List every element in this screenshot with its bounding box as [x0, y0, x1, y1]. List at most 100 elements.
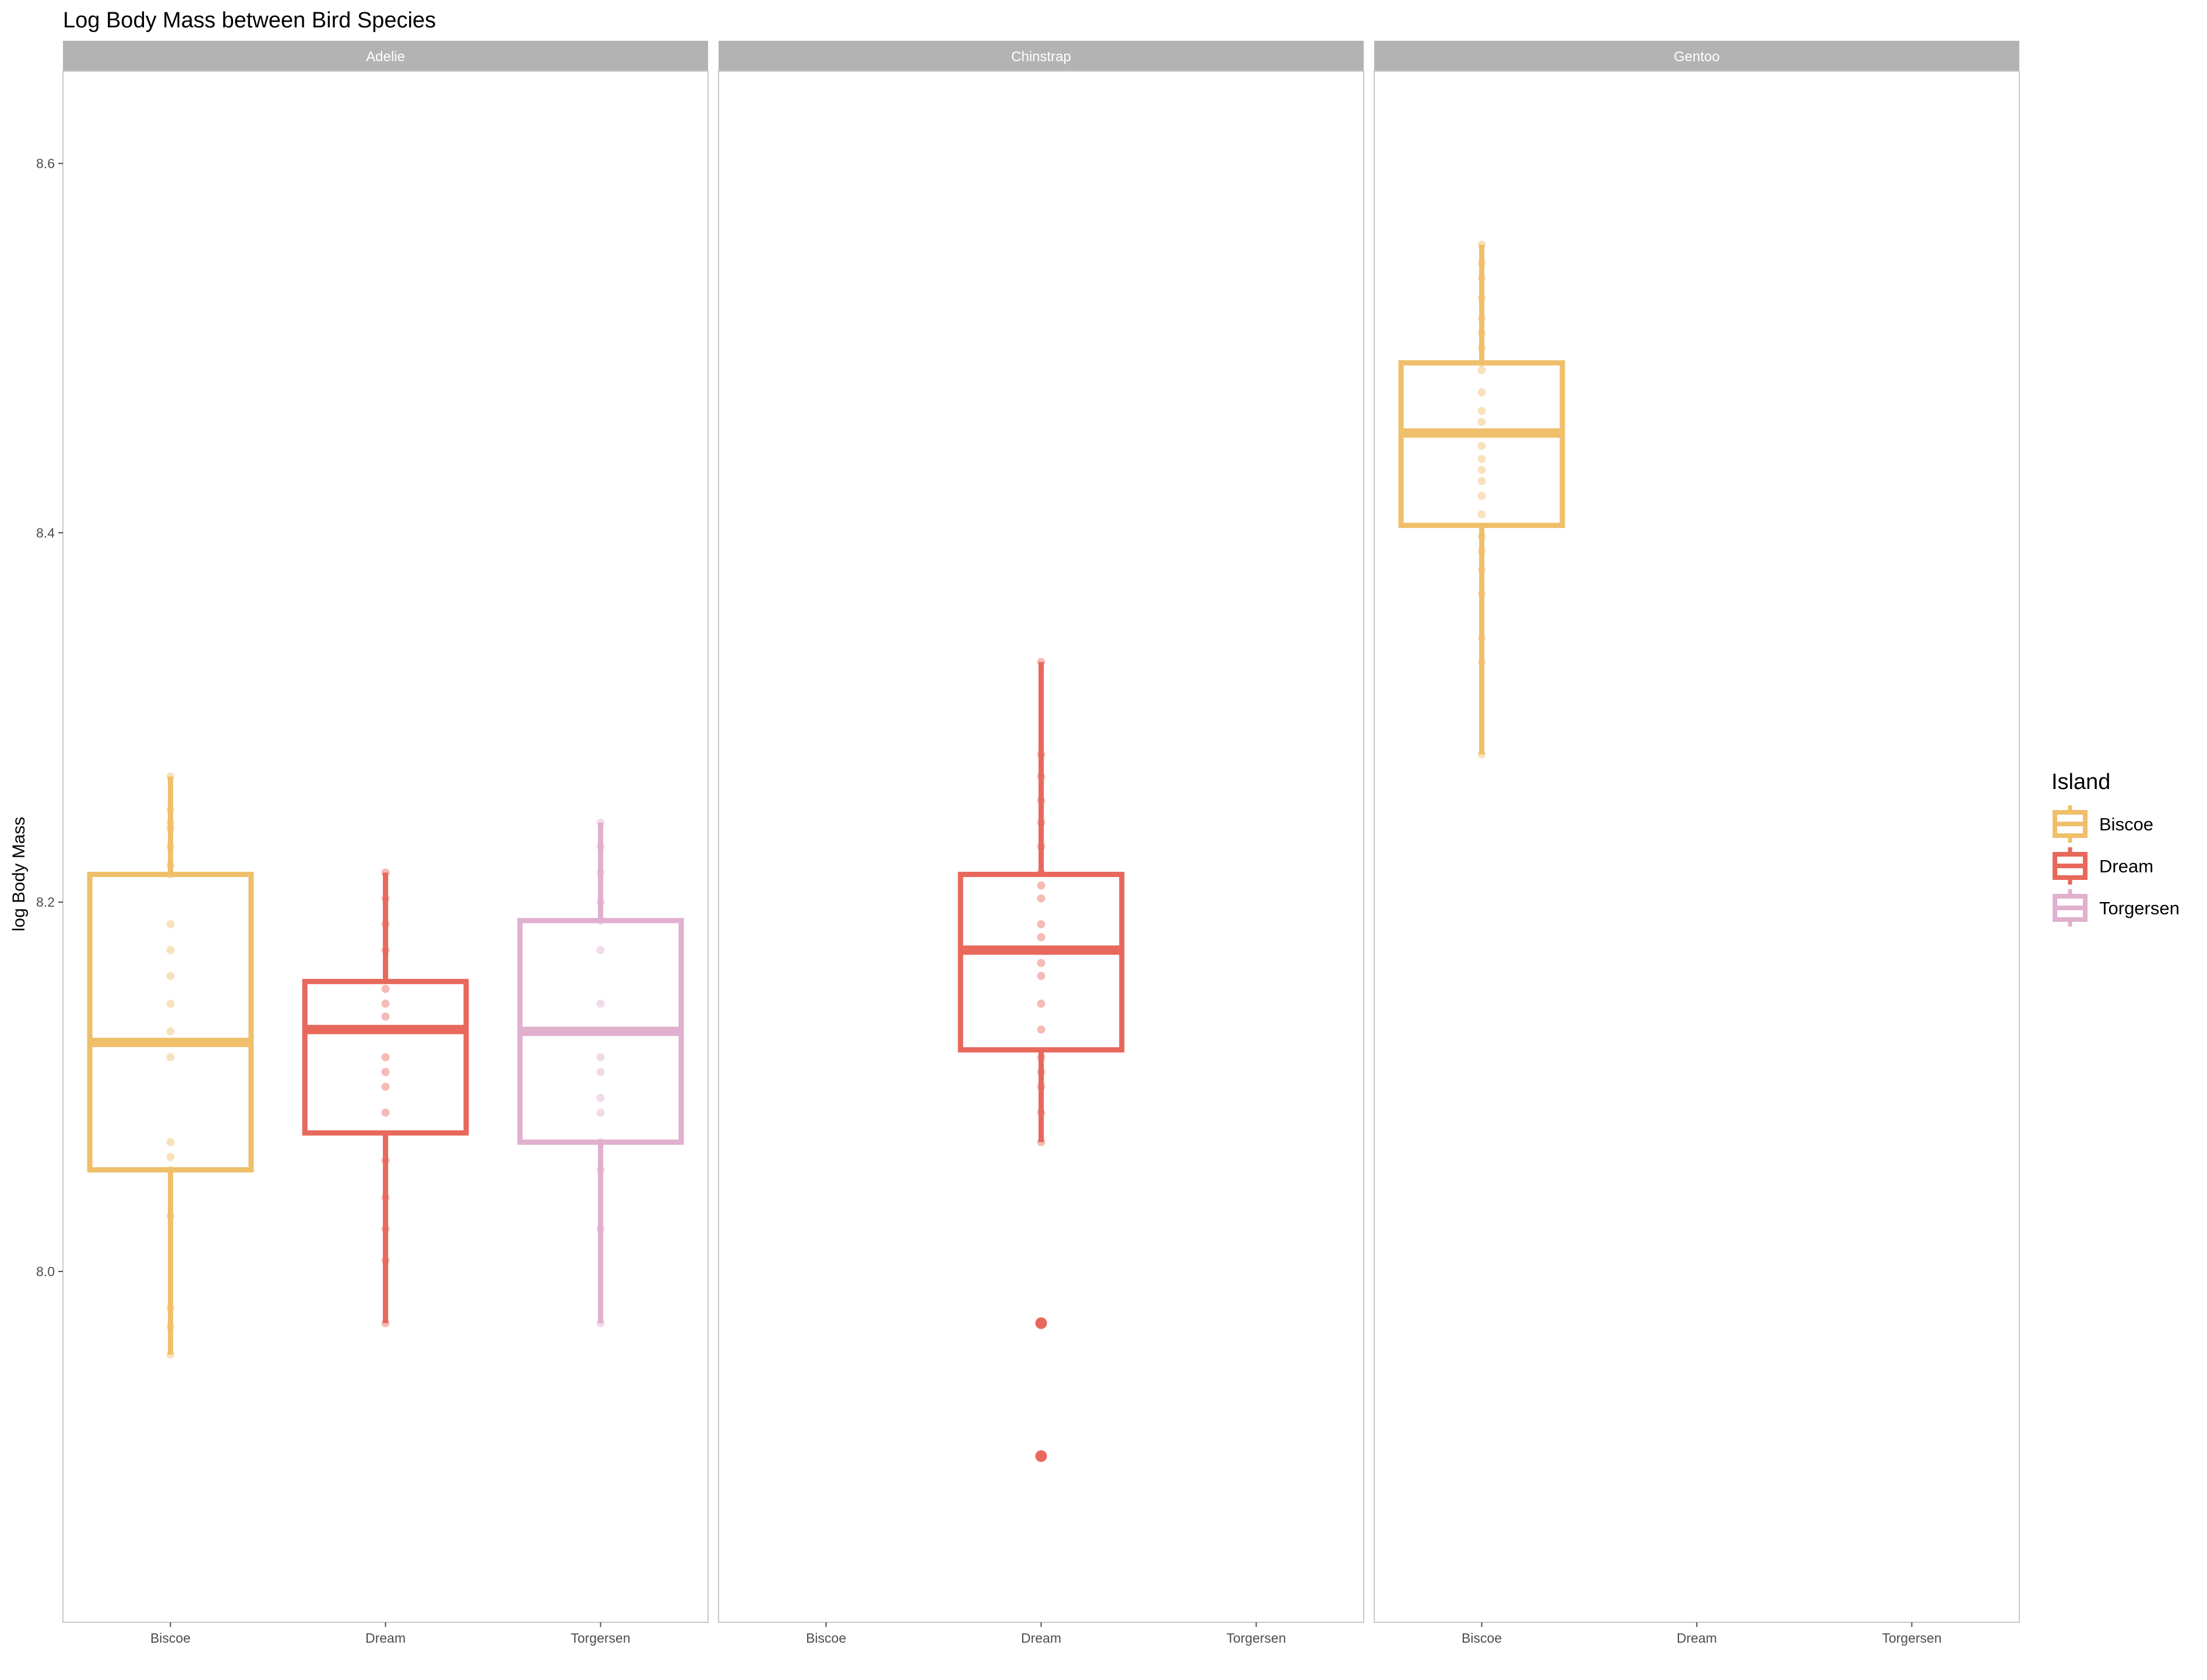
legend-item-dream: Dream: [2053, 847, 2153, 885]
data-point: [381, 1012, 390, 1021]
data-point: [166, 1350, 175, 1359]
x-tick-label: Dream: [1677, 1630, 1717, 1646]
data-point: [166, 1053, 175, 1062]
x-tick-label: Torgersen: [571, 1630, 630, 1646]
data-point: [166, 1304, 175, 1313]
facet-strip: [1374, 41, 2019, 71]
box-biscoe: [87, 772, 254, 1359]
data-point: [166, 805, 175, 814]
data-point: [596, 1165, 605, 1174]
data-point: [166, 870, 175, 879]
data-point: [1477, 510, 1486, 519]
box-iqr: [958, 872, 1125, 1053]
legend-title: Island: [2051, 770, 2110, 794]
data-point: [1477, 366, 1486, 375]
facet-strip-label: Chinstrap: [1011, 49, 1071, 65]
data-point: [381, 1256, 390, 1265]
data-point: [166, 1138, 175, 1147]
box-biscoe: [1398, 240, 1565, 759]
facet-chinstrap: Chinstrap Biscoe Dream Torgersen: [718, 41, 1364, 1646]
data-point: [1037, 894, 1046, 903]
data-point: [381, 1082, 390, 1091]
data-point: [166, 920, 175, 929]
outlier-point: [1035, 1317, 1047, 1329]
data-point: [1037, 796, 1046, 805]
data-point: [596, 1053, 605, 1062]
y-tick-label: 8.0: [36, 1264, 55, 1279]
data-point: [1477, 358, 1486, 367]
data-point: [1477, 532, 1486, 541]
data-point: [1477, 407, 1486, 415]
y-tick-label: 8.2: [36, 894, 55, 910]
data-point: [1477, 547, 1486, 555]
box-iqr: [1398, 360, 1565, 529]
data-point: [166, 999, 175, 1008]
data-point: [381, 946, 390, 955]
data-point: [1037, 971, 1046, 980]
data-point: [381, 999, 390, 1008]
data-point: [1477, 344, 1486, 353]
data-point: [1037, 818, 1046, 827]
data-point: [1477, 240, 1486, 249]
data-point: [1477, 294, 1486, 302]
y-tick-label: 8.4: [36, 525, 55, 540]
facet-strip: [719, 41, 1364, 71]
data-point: [166, 971, 175, 980]
data-point: [1477, 491, 1486, 500]
data-point: [1477, 658, 1486, 667]
legend-label: Torgersen: [2099, 898, 2180, 918]
data-point: [1037, 868, 1046, 877]
legend-label: Biscoe: [2099, 814, 2153, 834]
data-point: [166, 818, 175, 827]
data-point: [596, 916, 605, 925]
chart-title: Log Body Mass between Bird Species: [63, 8, 436, 33]
data-point: [1037, 1068, 1046, 1076]
data-point: [381, 1156, 390, 1165]
data-point: [596, 1319, 605, 1327]
data-point: [381, 920, 390, 929]
data-point: [166, 1322, 175, 1331]
x-tick-label: Torgersen: [1882, 1630, 1941, 1646]
data-point: [1477, 455, 1486, 463]
box-torgersen: [517, 818, 684, 1327]
data-point: [1037, 933, 1046, 942]
data-point: [166, 824, 175, 833]
data-point: [1037, 959, 1046, 967]
box-iqr: [302, 978, 469, 1136]
facet-strip-label: Adelie: [366, 49, 405, 65]
data-point: [596, 868, 605, 877]
x-tick-label: Biscoe: [150, 1630, 191, 1646]
data-point: [1477, 565, 1486, 574]
data-point: [1477, 329, 1486, 338]
data-point: [1037, 1108, 1046, 1117]
data-point: [1037, 750, 1046, 759]
x-tick-label: Dream: [1021, 1630, 1061, 1646]
data-point: [381, 1193, 390, 1202]
data-point: [596, 1068, 605, 1076]
x-tick-label: Torgersen: [1226, 1630, 1286, 1646]
data-point: [596, 1224, 605, 1233]
data-point: [166, 1211, 175, 1220]
legend-item-biscoe: Biscoe: [2053, 805, 2153, 843]
data-point: [596, 1093, 605, 1102]
data-point: [596, 898, 605, 907]
data-point: [1477, 477, 1486, 485]
data-point: [1477, 273, 1486, 282]
data-point: [381, 1108, 390, 1117]
data-point: [381, 1053, 390, 1062]
data-point: [381, 868, 390, 877]
data-point: [166, 843, 175, 851]
x-tick-label: Biscoe: [806, 1630, 846, 1646]
data-point: [381, 1224, 390, 1233]
data-point: [596, 999, 605, 1008]
legend-item-torgersen: Torgersen: [2053, 889, 2180, 927]
data-point: [1037, 999, 1046, 1008]
data-point: [381, 985, 390, 994]
data-point: [1037, 881, 1046, 890]
data-point: [596, 946, 605, 955]
data-point: [166, 861, 175, 869]
data-point: [166, 1027, 175, 1036]
data-point: [1477, 418, 1486, 427]
